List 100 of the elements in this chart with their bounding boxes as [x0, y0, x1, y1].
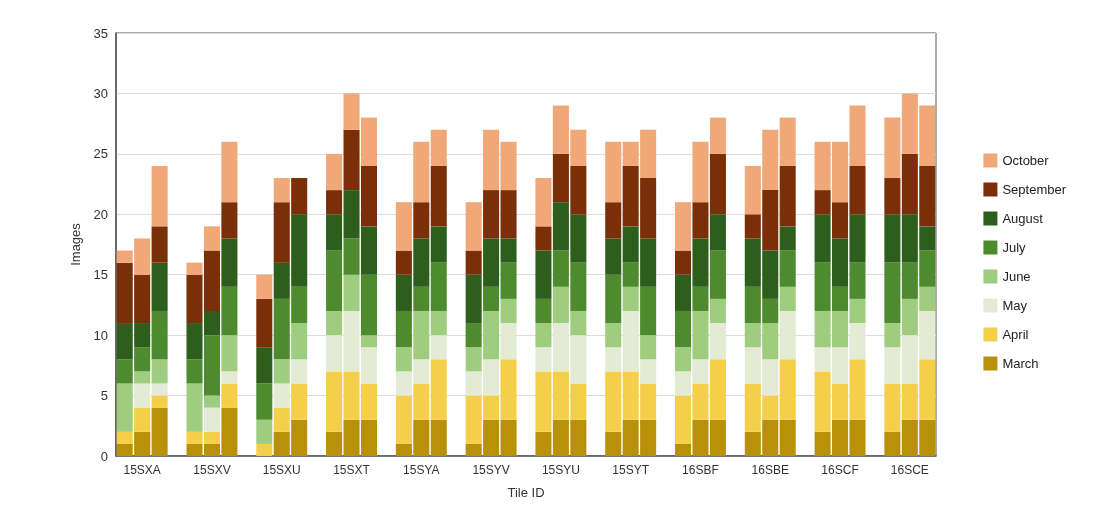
legend-label: May: [1002, 298, 1028, 313]
bar: [605, 238, 622, 275]
bar: [884, 214, 901, 263]
bar: [692, 141, 709, 203]
bar: [465, 323, 482, 348]
bar: [343, 238, 360, 275]
bar: [675, 202, 692, 251]
bar: [779, 419, 796, 456]
bar: [675, 250, 692, 275]
y-tick-label: 15: [93, 267, 108, 283]
bar: [465, 250, 482, 275]
legend-label: August: [1002, 211, 1044, 226]
bar: [256, 443, 273, 456]
x-tick-label: 15SYU: [541, 463, 580, 477]
bar: [605, 202, 622, 239]
x-tick-label: 15SXV: [193, 463, 231, 477]
bar: [395, 250, 412, 275]
x-tick-label: 15SXT: [333, 463, 371, 477]
bar: [134, 383, 151, 408]
bar: [151, 395, 168, 408]
bar: [343, 274, 360, 311]
bar: [779, 165, 796, 227]
bar: [326, 310, 343, 336]
x-tick-label: 15SXA: [123, 463, 161, 477]
bar: [535, 347, 552, 372]
legend-label: October: [1002, 153, 1050, 168]
legend-label: April: [1002, 327, 1029, 342]
bar: [326, 371, 343, 432]
bar: [640, 335, 657, 360]
bar: [483, 190, 500, 239]
bar: [709, 419, 726, 456]
bar: [535, 431, 552, 456]
bar: [605, 371, 622, 432]
bar: [500, 190, 517, 239]
bar: [186, 262, 203, 275]
y-tick-label: 30: [93, 85, 108, 101]
x-tick-label: 15SYT: [612, 463, 650, 477]
bar: [709, 323, 726, 360]
bar: [221, 371, 238, 384]
bar: [500, 238, 517, 263]
bar: [709, 214, 726, 251]
bar: [500, 359, 517, 420]
y-tick-label: 20: [93, 206, 108, 222]
bar: [273, 359, 290, 384]
bar: [326, 153, 343, 191]
bar: [430, 226, 447, 263]
y-tick-label: 0: [100, 448, 108, 464]
bar: [709, 153, 726, 215]
legend-label: July: [1002, 240, 1027, 255]
bar: [779, 286, 796, 311]
bar: [134, 407, 151, 432]
bar: [692, 286, 709, 311]
legend-label: March: [1002, 356, 1039, 371]
bar: [605, 431, 622, 456]
bar: [256, 383, 273, 420]
bar: [430, 359, 447, 420]
bar: [326, 431, 343, 456]
bar: [221, 286, 238, 336]
bar: [151, 359, 168, 384]
bar: [709, 298, 726, 324]
bar: [675, 310, 692, 348]
bar: [535, 323, 552, 348]
bar: [203, 407, 220, 432]
x-tick-label: 16SCE: [890, 463, 929, 477]
bar: [151, 310, 168, 360]
x-tick-label: 16SCF: [821, 463, 859, 477]
bar: [221, 335, 238, 372]
bar: [326, 214, 343, 251]
bar: [151, 226, 168, 263]
y-tick-label: 5: [100, 388, 108, 404]
x-tick-label: 16SBF: [682, 463, 719, 477]
bar: [151, 165, 168, 227]
bar: [779, 117, 796, 166]
bar: [535, 178, 552, 227]
y-axis-title: Images: [68, 222, 83, 266]
bar: [413, 141, 430, 203]
bar: [291, 323, 308, 360]
bar: [326, 250, 343, 311]
bar: [884, 323, 901, 348]
x-tick-label: 16SBE: [751, 463, 789, 477]
x-axis-title: Tile ID: [507, 485, 545, 500]
bar: [605, 323, 622, 348]
bar: [709, 250, 726, 299]
bar: [884, 347, 901, 384]
bar: [779, 250, 796, 287]
x-tick-label: 15SXU: [262, 463, 301, 477]
bar: [500, 141, 517, 191]
bar: [360, 274, 377, 336]
bar: [256, 419, 273, 444]
bar: [221, 141, 238, 203]
bar: [134, 371, 151, 384]
bar: [256, 298, 273, 348]
bar: [640, 286, 657, 336]
bar: [430, 262, 447, 311]
bar: [430, 165, 447, 227]
bar: [413, 286, 430, 311]
x-tick-label: 15SYA: [403, 463, 440, 477]
bar: [395, 202, 412, 251]
bar: [500, 298, 517, 324]
bar: [413, 202, 430, 239]
